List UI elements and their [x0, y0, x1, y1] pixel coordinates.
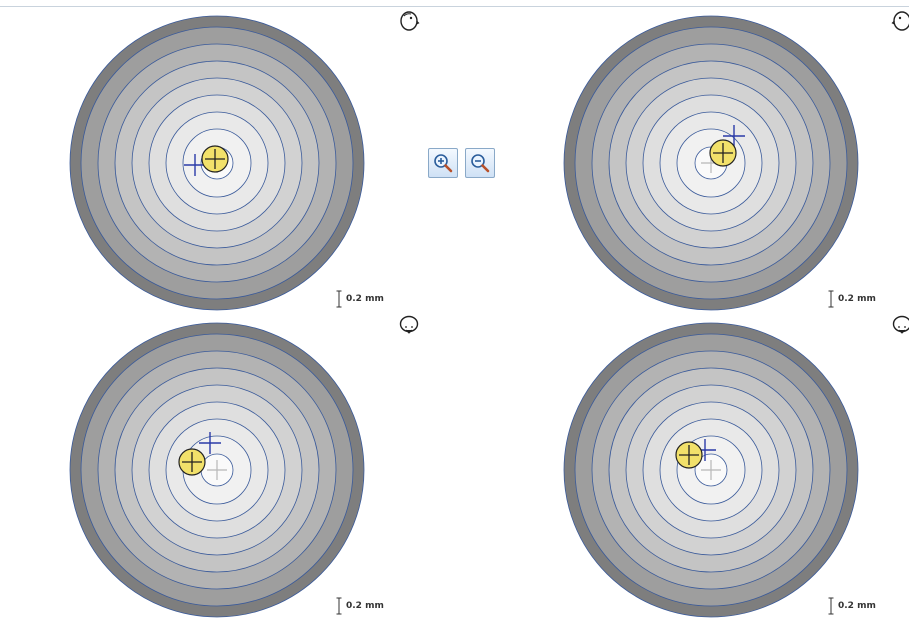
zoom-in-button[interactable]: [428, 148, 458, 178]
target-rings: [67, 320, 367, 620]
top-border: [0, 6, 909, 7]
target-panel-bottom-left: [67, 320, 367, 620]
scale-bar-top-left: 0.2 mm: [336, 289, 384, 309]
target-panel-top-left: [67, 13, 367, 313]
scale-label: 0.2 mm: [346, 601, 384, 611]
zoom-out-button[interactable]: [465, 148, 495, 178]
scale-bar-top-right: 0.2 mm: [828, 289, 876, 309]
face-down-icon: [398, 314, 420, 336]
target-rings: [561, 320, 861, 620]
target-rings: [561, 13, 861, 313]
target-panel-bottom-right: [561, 320, 861, 620]
face-right-icon: [398, 10, 420, 32]
target-rings: [67, 13, 367, 313]
scale-bar-bottom-left: 0.2 mm: [336, 596, 384, 616]
scale-label: 0.2 mm: [346, 294, 384, 304]
scale-label: 0.2 mm: [838, 294, 876, 304]
target-panel-top-right: [561, 13, 861, 313]
zoom-out-icon: [469, 152, 491, 174]
scale-bar-bottom-right: 0.2 mm: [828, 596, 876, 616]
zoom-in-icon: [432, 152, 454, 174]
face-down-icon: [891, 314, 909, 336]
scale-label: 0.2 mm: [838, 601, 876, 611]
face-left-icon: [891, 10, 909, 32]
